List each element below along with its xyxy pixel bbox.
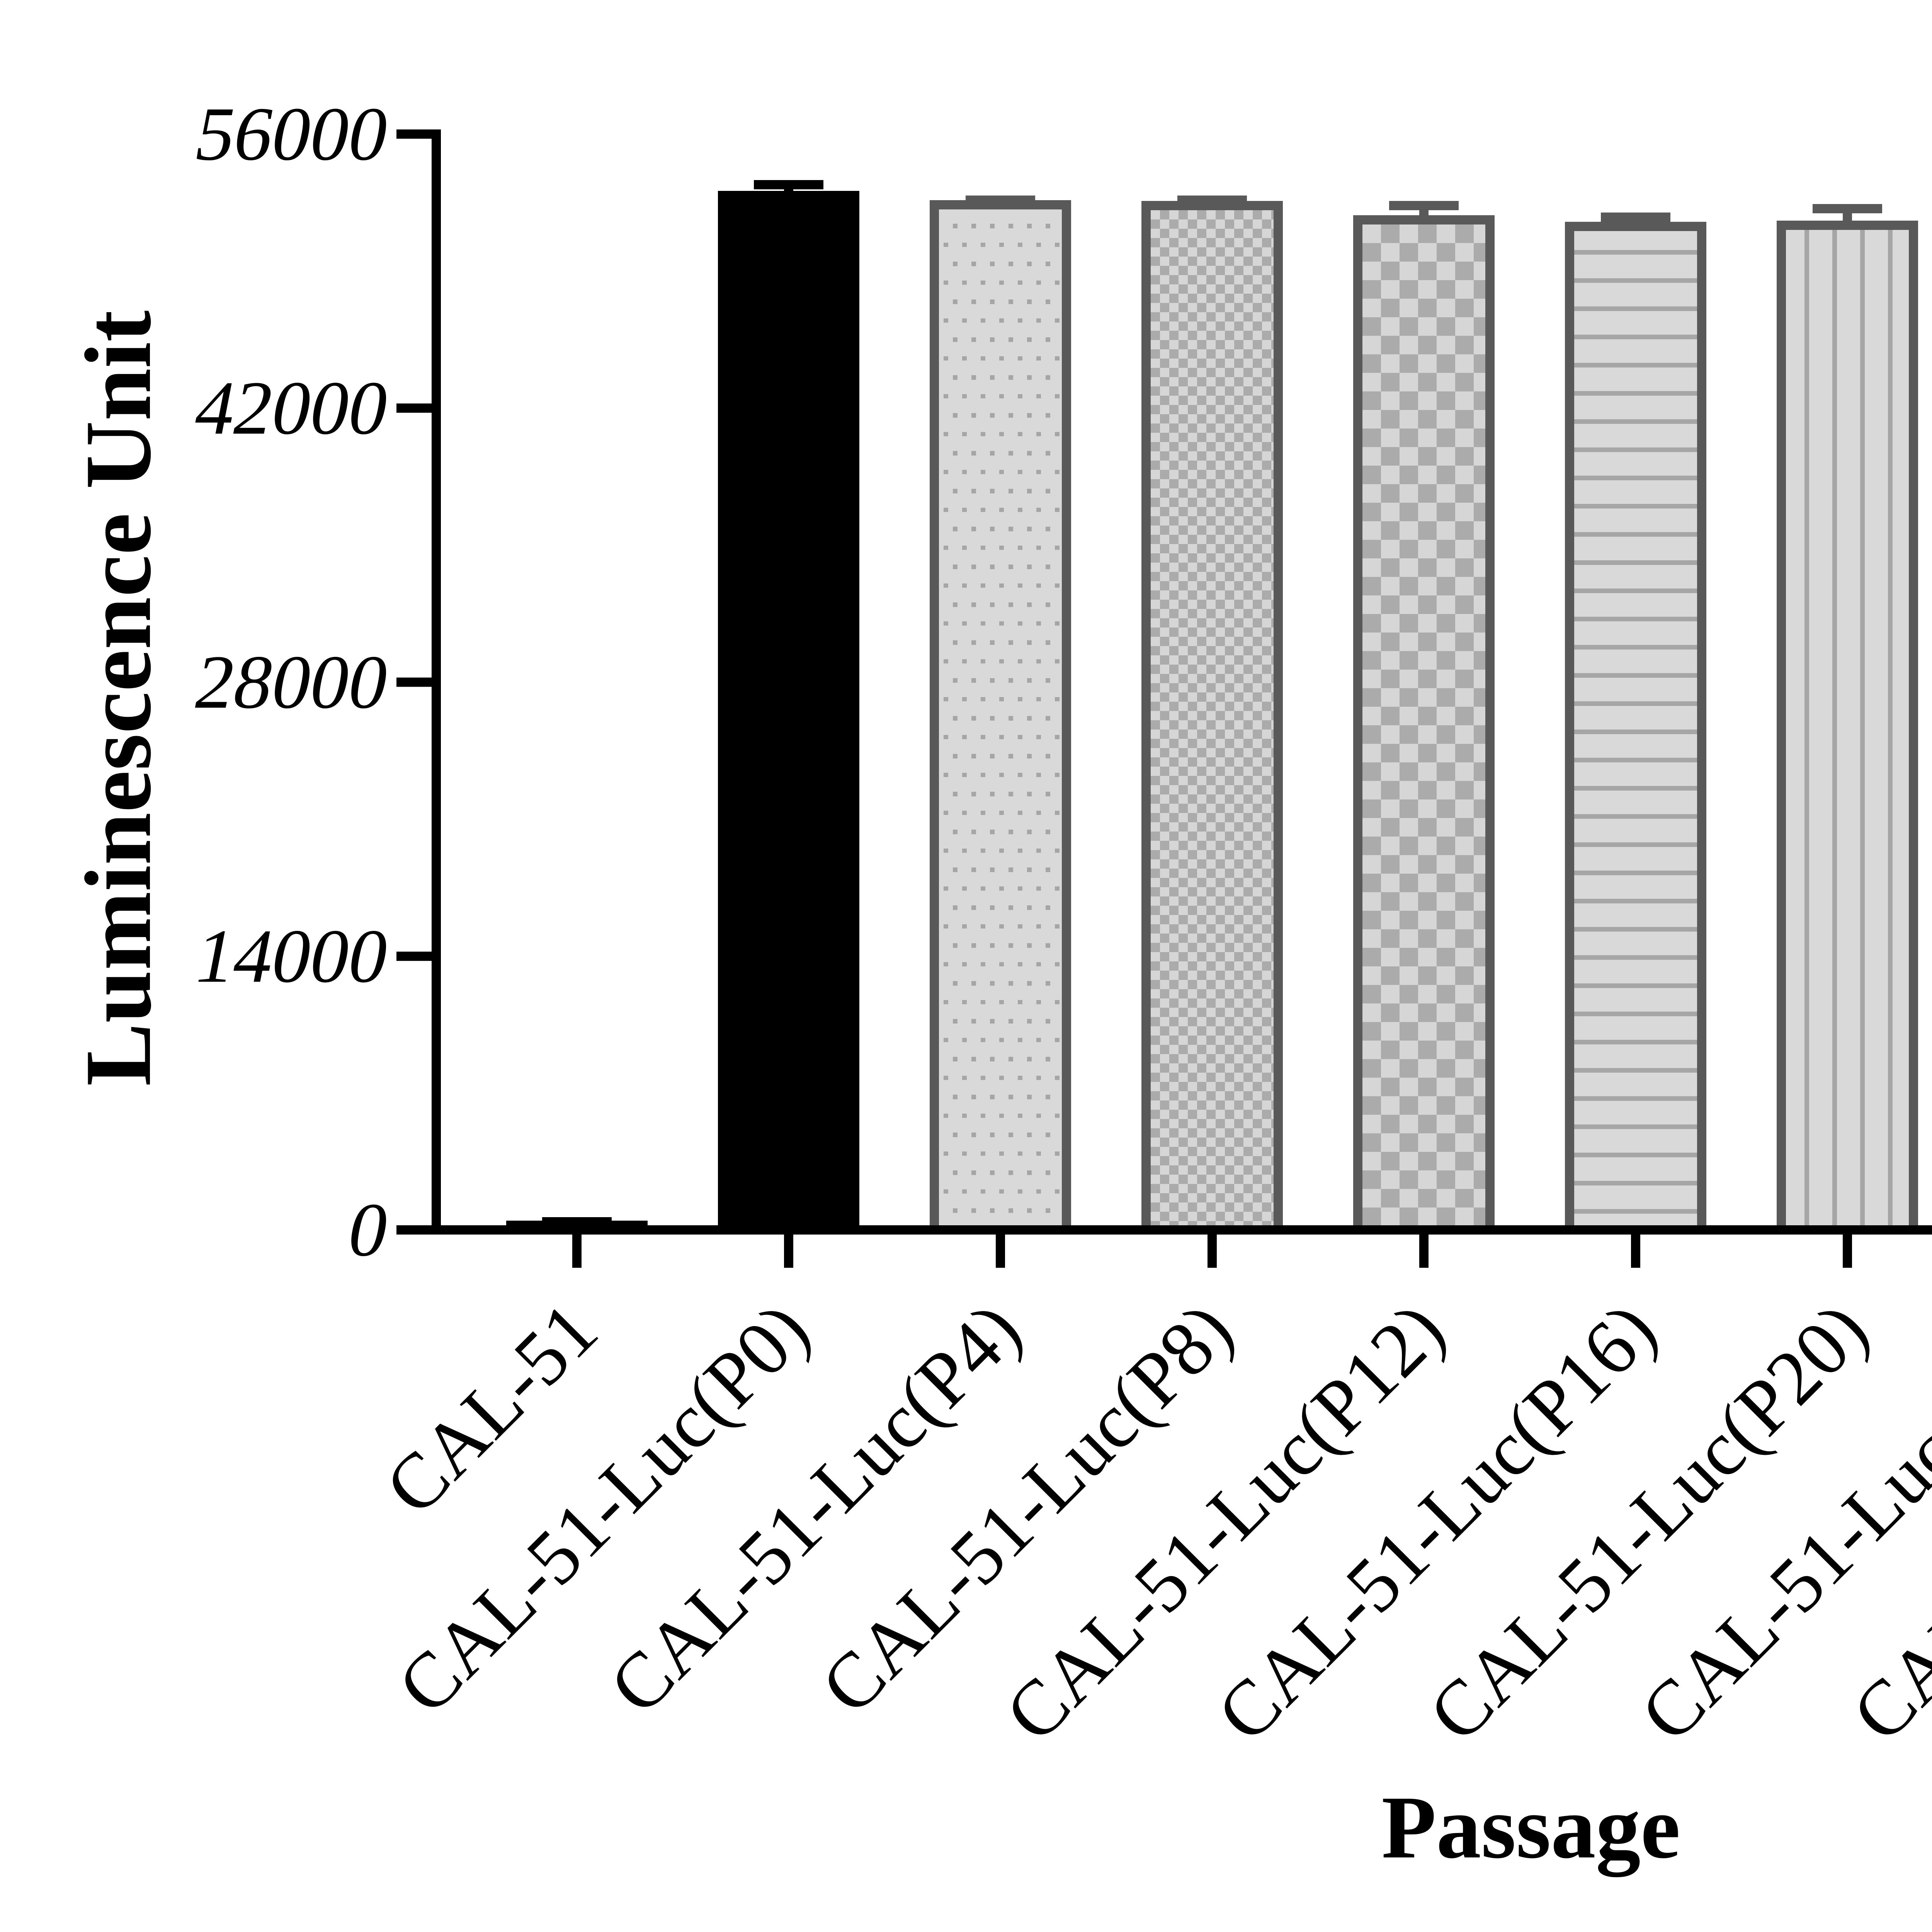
- svg-text:42000: 42000: [189, 366, 396, 451]
- svg-text:28000: 28000: [189, 640, 396, 724]
- svg-text:56000: 56000: [189, 92, 396, 177]
- svg-text:Passage: Passage: [1381, 1778, 1680, 1877]
- svg-text:14000: 14000: [189, 914, 396, 998]
- svg-text:Luminescence Unit: Luminescence Unit: [66, 310, 170, 1086]
